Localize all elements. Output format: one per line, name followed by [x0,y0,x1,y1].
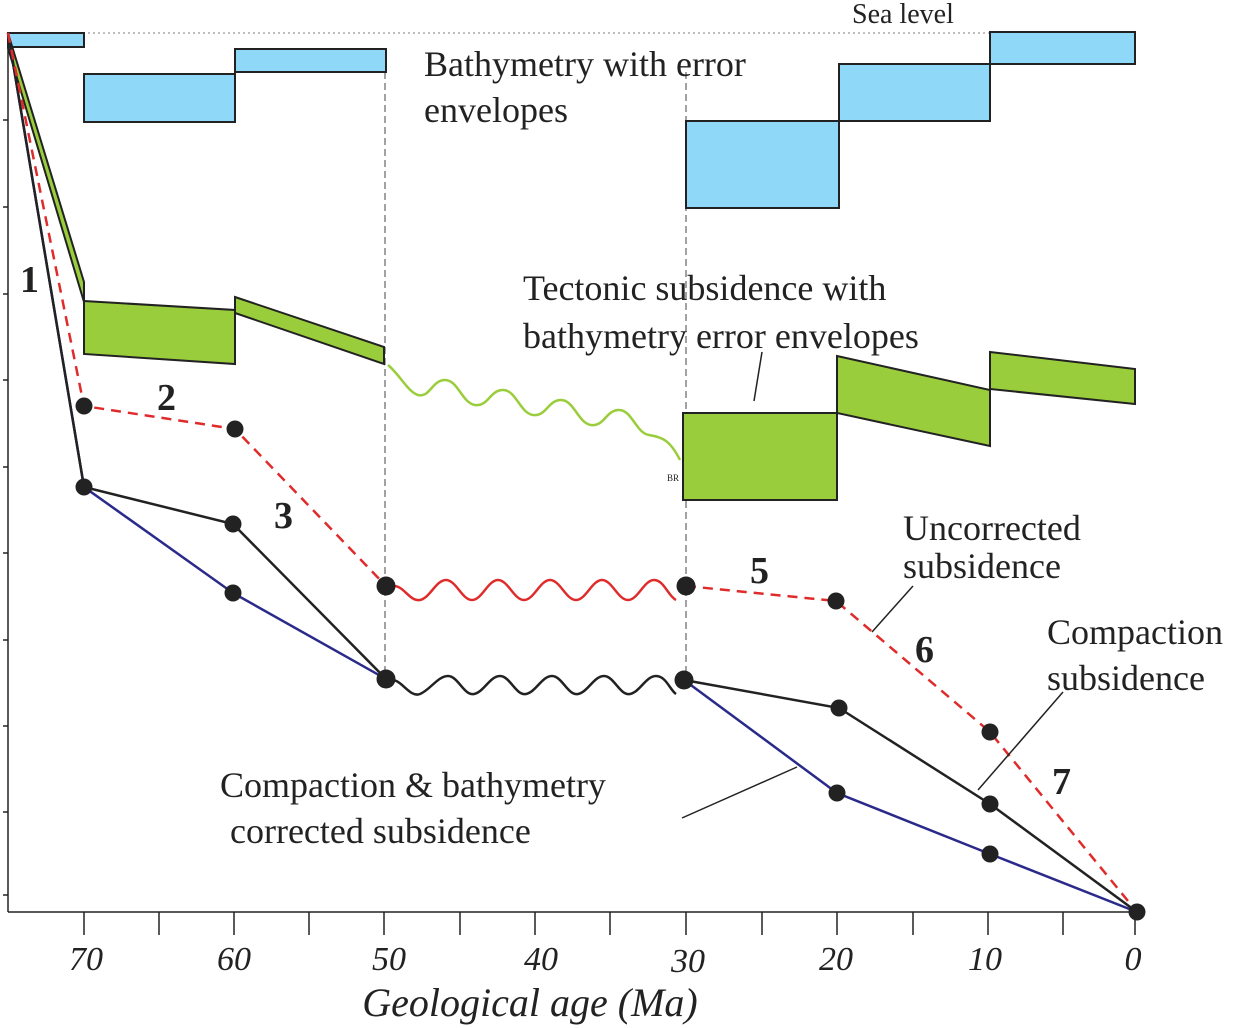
bathymetry-boxes [7,31,1136,209]
x-axis-title: Geological age (Ma) [362,980,697,1025]
uncorrected-subsidence-line [6,32,387,587]
data-point [676,576,696,596]
data-point [75,397,93,415]
corrected-subsidence-line [683,678,1138,914]
bathymetry-box [838,63,991,122]
uncorrected-label-line1: Uncorrected [903,508,1081,548]
tectonic-unconformity-wave [387,364,682,461]
segment-number: 3 [274,495,293,537]
data-point [224,515,242,533]
data-point [226,420,244,438]
data-point [376,576,396,596]
segment-number: 6 [915,629,934,671]
compaction-unconformity-wave [391,674,677,696]
data-point [75,478,93,496]
x-tick-label: 50 [372,941,406,978]
tectonic-envelope [234,295,385,366]
bathymetry-label-line2: envelopes [424,90,568,130]
corrected-label-line1: Compaction & bathymetry [220,765,606,805]
data-point [674,670,694,690]
corrected-label-line2: corrected subsidence [230,811,531,851]
x-tick-label: 0 [1125,941,1142,978]
uncorrected-unconformity-wave [393,578,677,602]
data-point [981,845,999,863]
segment-number: 7 [1052,761,1071,803]
compaction-label-line2: subsidence [1047,658,1205,698]
data-points [75,397,1146,921]
uncorrected-subsidence-line [685,584,1138,913]
x-tick-label: 10 [968,941,1002,978]
data-point [828,784,846,802]
data-point [224,584,242,602]
tectonic-envelope [836,354,991,448]
bathymetry-box [234,48,387,73]
x-axis-ticks [83,912,1136,935]
bathymetry-label-line1: Bathymetry with error [424,44,746,84]
sea-level-label: Sea level [852,0,954,30]
bathymetry-box [83,73,236,123]
segment-number: 2 [157,377,176,419]
x-tick-label: 60 [217,941,251,978]
compaction-label-line1: Compaction [1047,612,1223,652]
data-point [981,795,999,813]
compaction-subsidence-line [6,32,387,680]
segment-number: 1 [20,259,39,301]
bathymetry-box [685,120,840,209]
tectonic-envelope [682,412,838,501]
tectonic-label-line2: bathymetry error envelopes [523,316,919,356]
x-tick-label: 20 [819,941,853,978]
hiatus-mark: BR [667,473,679,483]
corrected-leader-line [681,766,798,819]
data-point [376,669,396,689]
tectonic-label-line1: Tectonic subsidence with [523,268,886,308]
data-point [981,723,999,741]
x-tick-label: 40 [524,941,558,978]
bathymetry-box [7,32,85,48]
tectonic-envelopes [7,32,1136,501]
uncorrected-label-line2: subsidence [903,546,1061,586]
bathymetry-box [989,31,1136,65]
tectonic-envelope [83,299,236,366]
data-point [1128,903,1146,921]
compaction-subsidence-line [683,678,1138,914]
uncorrected-leader-line [871,585,914,633]
data-point [830,699,848,717]
compaction-leader-line [977,691,1064,791]
x-tick-label: 30 [670,943,705,980]
segment-number: 5 [750,550,769,592]
y-axis-ticks [3,119,8,896]
tectonic-envelope [989,350,1136,406]
x-tick-label: 70 [69,941,103,978]
data-point [827,592,845,610]
tectonic-leader-line [753,351,763,402]
